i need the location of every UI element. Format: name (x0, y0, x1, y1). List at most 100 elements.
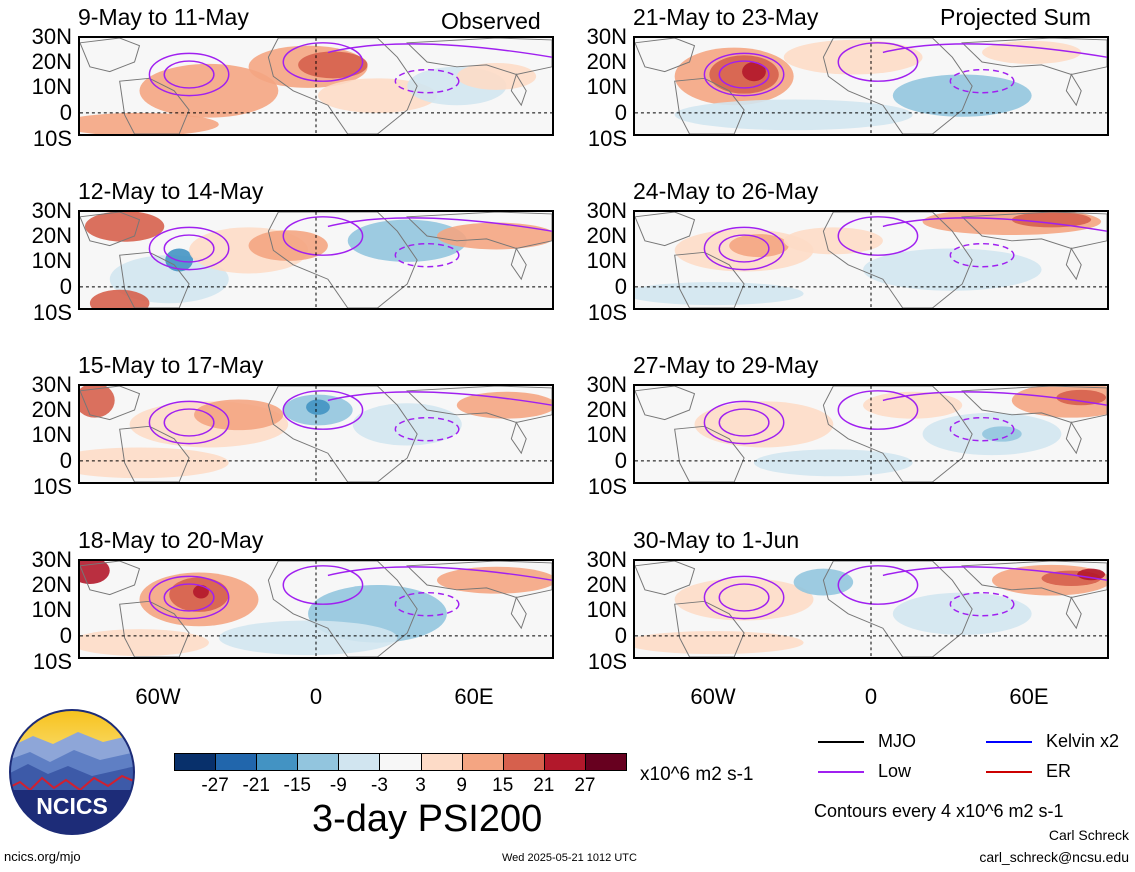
low-contour (327, 566, 552, 581)
coastline (822, 38, 973, 134)
legend-label: Kelvin x2 (1046, 731, 1120, 751)
legend-line-swatch (986, 741, 1032, 743)
coastline (674, 425, 745, 482)
coastline (674, 77, 745, 134)
timestamp: Wed 2025-05-21 1012 UTC (502, 852, 637, 864)
coastline (510, 73, 527, 107)
coastline (119, 425, 190, 482)
coastline (635, 38, 696, 73)
anomaly-shading (729, 234, 789, 258)
map-panel (78, 559, 554, 659)
coastline (1065, 596, 1082, 630)
lat-tick-label: 30N (586, 547, 627, 572)
coastline (510, 247, 527, 281)
low-contour (718, 234, 770, 263)
map-panel (633, 384, 1109, 484)
colorbar-tick-label: 9 (456, 775, 467, 796)
lat-tick-label: 0 (614, 274, 627, 299)
site-url[interactable]: ncics.org/mjo (4, 849, 81, 864)
anomaly-shading (84, 212, 165, 242)
anomaly-shading (347, 219, 467, 262)
colorbar-tick-label: 27 (574, 775, 596, 796)
colorbar-swatch (297, 753, 340, 771)
low-contour (327, 43, 552, 58)
low-contour (837, 216, 919, 256)
low-contour (282, 565, 364, 605)
ncics-logo: NCICS (8, 708, 136, 836)
lat-tick-label: 10S (587, 649, 627, 674)
colorbar-swatch (461, 753, 504, 771)
anomaly-shading (80, 629, 209, 657)
low-contour (148, 226, 230, 271)
lat-tick-label: 10S (32, 300, 72, 325)
logo-text: NCICS (36, 793, 108, 819)
anomaly-shading (892, 592, 1032, 635)
anomaly-shading (456, 62, 537, 90)
lat-tick-label: 30N (586, 198, 627, 223)
lat-tick-label: 10N (586, 422, 627, 447)
coastline (80, 38, 141, 73)
low-contour-negative (949, 591, 1015, 617)
anomaly-shading (80, 386, 115, 418)
legend-line-swatch (986, 771, 1032, 773)
colorbar-tick-label: -15 (283, 775, 311, 796)
coastline (267, 212, 418, 308)
anomaly-shading (1011, 212, 1092, 228)
coastline (1065, 247, 1082, 281)
lat-tick-label: 30N (586, 372, 627, 397)
low-contour-negative (949, 416, 1015, 442)
anomaly-shading (298, 51, 368, 79)
lat-tick-label: 10S (32, 474, 72, 499)
coastline (267, 38, 418, 134)
colorbar-swatch (338, 753, 381, 771)
coastline (119, 251, 190, 308)
legend-line-swatch (818, 771, 864, 773)
anomaly-shading (863, 248, 1042, 291)
anomaly-shading (674, 578, 814, 621)
anomaly-shading (694, 401, 834, 448)
anomaly-shading (80, 561, 110, 585)
lat-tick-label: 20N (586, 397, 627, 422)
low-contour (837, 42, 919, 82)
panel-title: 15-May to 17-May (78, 352, 264, 378)
anomaly-shading (218, 620, 398, 656)
low-contour (163, 60, 215, 89)
low-contour (837, 390, 919, 430)
anomaly-shading (753, 449, 913, 477)
low-contour (148, 400, 230, 445)
colorbar-swatch (256, 753, 299, 771)
colorbar-swatch (502, 753, 545, 771)
colorbar-swatch (543, 753, 586, 771)
lat-tick-label: 20N (31, 397, 72, 422)
lat-tick-label: 30N (31, 198, 72, 223)
anomaly-shading (635, 282, 804, 306)
panel-title: 12-May to 14-May (78, 178, 264, 204)
low-contour (718, 583, 770, 612)
map-panel (633, 210, 1109, 310)
low-contour (163, 408, 215, 437)
author-email[interactable]: carl_schreck@ncsu.edu (979, 849, 1129, 865)
lat-tick-label: 10N (586, 74, 627, 99)
colorbar-tick-label: -21 (242, 775, 270, 796)
low-contour (148, 575, 230, 620)
colorbar-tick-label: 3 (415, 775, 426, 796)
lat-tick-label: 30N (31, 547, 72, 572)
low-contour (282, 216, 364, 256)
colorbar (174, 753, 627, 771)
coastline (822, 212, 973, 308)
lat-tick-label: 30N (31, 24, 72, 49)
lat-tick-label: 10N (31, 74, 72, 99)
low-contour (882, 391, 1107, 406)
anomaly-shading (80, 112, 219, 134)
colorbar-tick-label: -27 (201, 775, 229, 796)
lat-tick-label: 10N (31, 597, 72, 622)
lat-tick-label: 20N (586, 572, 627, 597)
coastline (674, 251, 745, 308)
low-contour-negative (394, 416, 460, 442)
coastline (822, 386, 973, 482)
coastline (822, 561, 973, 657)
anomaly-shading (352, 403, 462, 446)
map-panel (633, 36, 1109, 136)
lat-tick-label: 20N (31, 223, 72, 248)
map-panel (78, 210, 554, 310)
